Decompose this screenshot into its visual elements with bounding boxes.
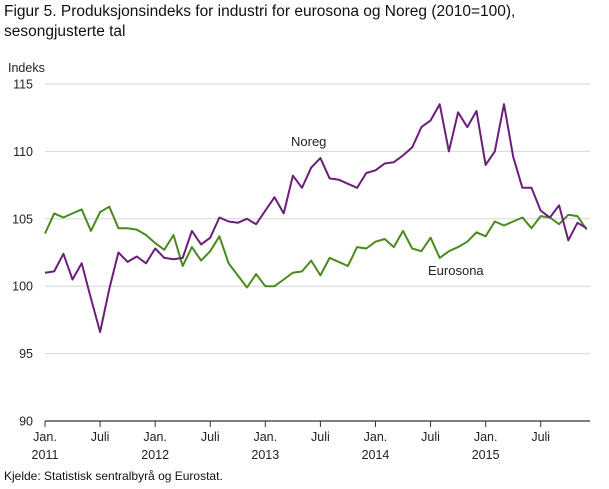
- y-axis-label: Indeks: [8, 61, 45, 75]
- chart-source: Kjelde: Statistisk sentralbyrå og Eurost…: [4, 469, 223, 483]
- x-tick-year-label: 2013: [251, 448, 279, 462]
- series-label-eurosona: Eurosona: [428, 263, 484, 278]
- x-tick-label: Juli: [531, 430, 550, 444]
- x-tick-label: Juli: [421, 430, 440, 444]
- series-line-noreg: [44, 103, 588, 333]
- y-tick-label: 100: [12, 280, 33, 294]
- x-tick-labels: Jan. 2011 Juli Jan. 2012 Juli Jan. 2013 Juli Jan.…: [32, 421, 550, 462]
- x-tick-year-label: 2014: [362, 448, 390, 462]
- series-line-eurosona: [44, 205, 588, 289]
- x-tick-year-label: 2015: [472, 448, 500, 462]
- x-tick-label: Juli: [311, 430, 330, 444]
- x-tick-label: Juli: [91, 430, 110, 444]
- x-tick-year-label: 2011: [32, 448, 59, 462]
- grid-lines: [45, 83, 590, 422]
- y-tick-labels: 90 95 100 105 110 115: [12, 78, 33, 429]
- x-tick-label: Jan.: [143, 430, 167, 444]
- y-tick-label: 95: [19, 347, 33, 361]
- y-tick-label: 115: [13, 78, 33, 92]
- x-tick-label: Jan.: [253, 430, 277, 444]
- y-tick-label: 105: [12, 212, 33, 226]
- x-tick-label: Jan.: [364, 430, 388, 444]
- chart-title: Figur 5. Produksjonsindeks for industri …: [4, 3, 516, 40]
- x-tick-label: Juli: [201, 430, 220, 444]
- x-tick-label: Jan.: [33, 430, 57, 444]
- y-tick-label: 90: [19, 415, 33, 429]
- y-tick-label: 110: [13, 145, 33, 159]
- series-label-noreg: Noreg: [291, 134, 326, 149]
- x-tick-label: Jan.: [474, 430, 498, 444]
- x-tick-year-label: 2012: [141, 448, 169, 462]
- series-lines: [44, 103, 588, 333]
